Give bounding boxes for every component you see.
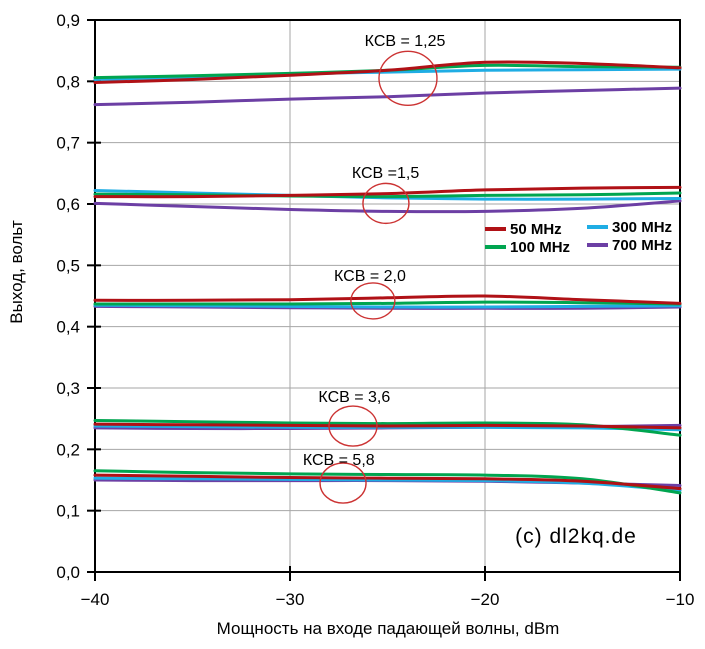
chart-dynamic-layer: −40 −30 −20 −10 0,0 0,1 0,2 0,3 0,4 0,5 0,6 0,7 0,8 0… [56,11,694,609]
series-line-50-mhz [93,422,682,430]
annotation-ellipse [350,282,396,320]
series-line-100-mhz [93,469,682,495]
y-tick-label: 0,6 [56,195,80,214]
annotation-ellipse [319,462,367,504]
y-axis-title: Выход, вольт [7,220,26,324]
x-tick-label: −40 [81,590,110,609]
series-line-700-mhz [93,86,682,107]
legend-label: 300 MHz [612,219,672,236]
watermark: (c) dl2kq.de [515,525,637,548]
annotation-ellipse [328,405,378,447]
series-line-300-mhz [93,303,682,309]
y-tick-label: 0,2 [56,440,80,459]
x-tick-label: −30 [276,590,305,609]
y-tick-label: 0,0 [56,563,80,582]
series-line-700-mhz [93,199,682,214]
ksv-label: КСВ = 2,0 [334,268,406,285]
x-tick-label: −10 [666,590,695,609]
y-tick-label: 0,3 [56,379,80,398]
y-tick-label: 0,9 [56,11,80,30]
series-line-100-mhz [93,191,682,199]
plot-frame [94,19,681,573]
series-line-300-mhz [93,476,682,492]
annotation-ellipse [378,50,438,106]
legend-label: 700 MHz [612,237,672,254]
x-axis-title: Мощность на входе падающей волны, dBm [217,619,560,638]
ksv-label: КСВ = 1,25 [365,33,446,50]
x-tick-label: −20 [471,590,500,609]
series-line-50-mhz [93,294,682,305]
legend-label: 100 MHz [510,239,570,256]
series-line-100-mhz [93,300,682,306]
series-line-50-mhz [93,185,682,199]
legend-label: 50 MHz [510,221,562,238]
ksv-label: КСВ = 5,8 [303,452,375,469]
ksv-label: КСВ =1,5 [352,165,420,182]
y-tick-label: 0,8 [56,72,80,91]
series-line-50-mhz [93,473,682,491]
series-line-50-mhz [93,60,682,85]
y-tick-label: 0,7 [56,134,80,153]
annotation-ellipse [362,182,410,225]
ksv-label: КСВ = 3,6 [318,389,390,406]
y-tick-label: 0,4 [56,318,80,337]
y-tick-label: 0,1 [56,502,80,521]
y-tick-label: 0,5 [56,256,80,275]
